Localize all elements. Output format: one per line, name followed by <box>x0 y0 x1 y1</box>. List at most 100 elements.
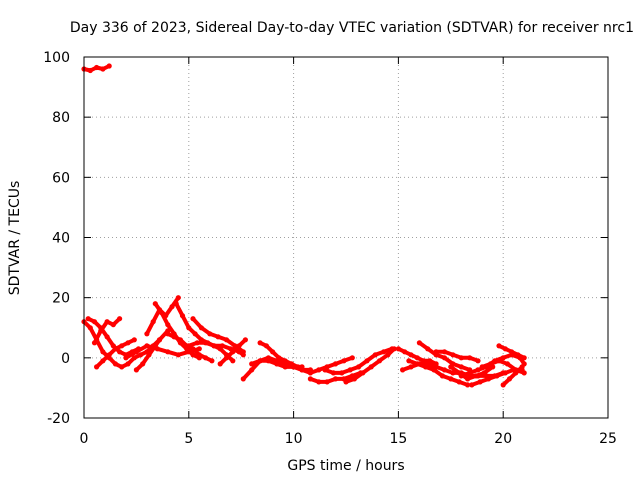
data-point <box>104 334 110 340</box>
data-point <box>349 355 355 361</box>
data-point <box>106 352 112 358</box>
data-point <box>165 331 171 337</box>
data-point <box>343 379 349 385</box>
data-point <box>196 346 202 352</box>
data-point <box>458 364 464 370</box>
data-point <box>123 355 129 361</box>
data-point <box>515 352 521 358</box>
data-point <box>465 382 471 388</box>
data-point <box>173 301 179 307</box>
data-point <box>104 319 110 325</box>
data-point <box>119 343 125 349</box>
data-point <box>513 370 519 376</box>
data-point <box>175 352 181 358</box>
data-point <box>477 379 483 385</box>
data-point <box>500 355 506 361</box>
data-point <box>439 373 445 379</box>
data-series <box>81 63 527 388</box>
data-point <box>192 331 198 337</box>
data-point <box>509 349 515 355</box>
data-point <box>307 376 313 382</box>
data-point <box>276 355 282 361</box>
data-point <box>100 349 106 355</box>
y-tick-label: 60 <box>52 170 70 186</box>
data-point <box>364 358 370 364</box>
data-point <box>502 346 508 352</box>
data-point <box>481 370 487 376</box>
data-point <box>263 343 269 349</box>
data-point <box>110 322 116 328</box>
data-point <box>496 358 502 364</box>
data-point <box>100 358 106 364</box>
data-point <box>125 361 131 367</box>
data-point <box>131 355 137 361</box>
data-point <box>236 343 242 349</box>
data-point <box>190 352 196 358</box>
data-point <box>330 370 336 376</box>
data-point <box>140 361 146 367</box>
data-point <box>169 304 175 310</box>
data-point <box>100 66 106 72</box>
data-point <box>117 316 123 322</box>
data-point <box>458 373 464 379</box>
data-point <box>519 364 525 370</box>
data-point <box>506 376 513 382</box>
data-point <box>485 376 492 382</box>
data-point <box>91 340 98 346</box>
data-point <box>299 367 305 373</box>
chart-title: Day 336 of 2023, Sidereal Day-to-day VTE… <box>70 20 634 36</box>
data-point <box>152 343 158 349</box>
data-point <box>502 370 508 376</box>
data-point <box>257 358 263 364</box>
data-point <box>448 364 454 370</box>
data-point <box>467 355 473 361</box>
data-point <box>494 373 500 379</box>
data-point <box>473 373 479 379</box>
data-point <box>112 361 118 367</box>
data-point <box>414 361 420 367</box>
data-point <box>433 349 439 355</box>
data-point <box>372 352 378 358</box>
data-point <box>360 370 366 376</box>
data-point <box>165 322 171 328</box>
data-point <box>322 367 328 373</box>
data-point <box>138 352 144 358</box>
y-tick-label: 80 <box>52 110 70 126</box>
data-point <box>402 349 408 355</box>
data-point <box>179 313 186 319</box>
data-point <box>504 361 510 367</box>
data-point <box>469 382 475 388</box>
data-point <box>91 319 98 325</box>
x-tick-label: 25 <box>599 431 617 447</box>
data-point <box>133 349 139 355</box>
data-point <box>332 361 339 367</box>
data-point <box>316 367 322 373</box>
data-point <box>203 340 209 346</box>
data-point <box>270 349 276 355</box>
data-point <box>381 349 387 355</box>
data-point <box>257 340 263 346</box>
data-point <box>368 364 374 370</box>
data-point <box>152 301 158 307</box>
data-point <box>190 316 196 322</box>
data-point <box>324 379 330 385</box>
data-point <box>441 349 448 355</box>
x-tick-label: 15 <box>389 431 407 447</box>
data-point <box>488 361 494 367</box>
data-point <box>400 367 406 373</box>
data-point <box>316 379 322 385</box>
data-point <box>223 337 230 343</box>
data-point <box>98 328 104 334</box>
data-point <box>347 367 353 373</box>
data-point <box>479 364 485 370</box>
y-tick-labels: -20 0 20 40 60 80 100 <box>43 50 70 427</box>
y-tick-label: 20 <box>52 291 70 307</box>
data-point <box>391 346 397 352</box>
data-point <box>207 331 213 337</box>
data-point <box>456 379 462 385</box>
data-point <box>177 337 183 343</box>
data-point <box>87 67 93 74</box>
data-point <box>217 361 223 367</box>
plot-frame <box>83 56 609 419</box>
data-point <box>448 376 454 382</box>
